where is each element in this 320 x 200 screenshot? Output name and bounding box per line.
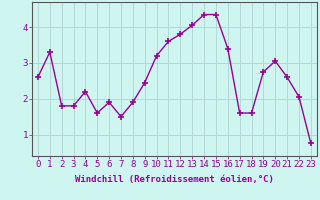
X-axis label: Windchill (Refroidissement éolien,°C): Windchill (Refroidissement éolien,°C)	[75, 175, 274, 184]
